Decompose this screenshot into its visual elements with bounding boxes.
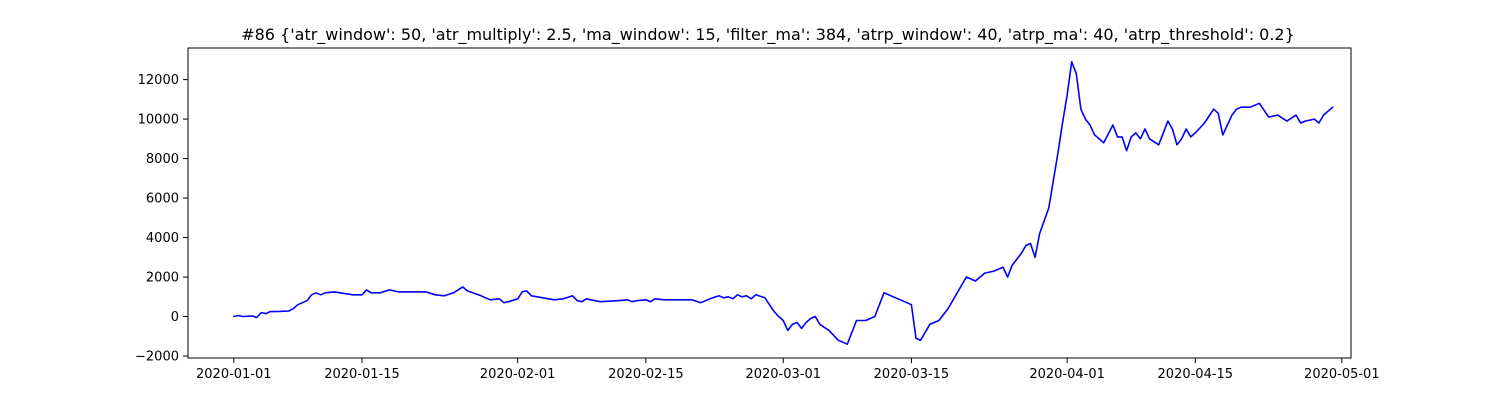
x-tick-label: 2020-02-15	[608, 367, 684, 382]
x-axis: 2020-01-01 2020-01-15 2020-02-01 2020-02-15…	[196, 358, 1380, 382]
x-tick-label: 2020-03-01	[745, 367, 821, 382]
x-tick-label: 2020-02-01	[480, 367, 556, 382]
x-tick-label: 2020-01-15	[324, 367, 400, 382]
y-axis: −2000 0 2000 4000 6000 8000 10000 12000	[135, 73, 188, 365]
chart-title: #86 {'atr_window': 50, 'atr_multiply': 2…	[241, 25, 1295, 45]
x-tick-label: 2020-04-01	[1029, 367, 1105, 382]
x-tick-label: 2020-05-01	[1304, 367, 1380, 382]
y-tick-label: 4000	[146, 231, 179, 246]
y-tick-label: 2000	[146, 271, 179, 286]
x-tick-label: 2020-01-01	[196, 367, 272, 382]
y-tick-label: 0	[171, 310, 179, 325]
plot-frame	[187, 47, 1352, 359]
y-tick-label: −2000	[135, 350, 179, 365]
y-tick-label: 6000	[146, 192, 179, 207]
x-tick-label: 2020-04-15	[1158, 367, 1234, 382]
y-tick-label: 8000	[146, 152, 179, 167]
y-tick-label: 10000	[138, 113, 179, 128]
x-tick-label: 2020-03-15	[874, 367, 950, 382]
y-tick-label: 12000	[138, 73, 179, 88]
equity-series-line	[233, 61, 1334, 345]
